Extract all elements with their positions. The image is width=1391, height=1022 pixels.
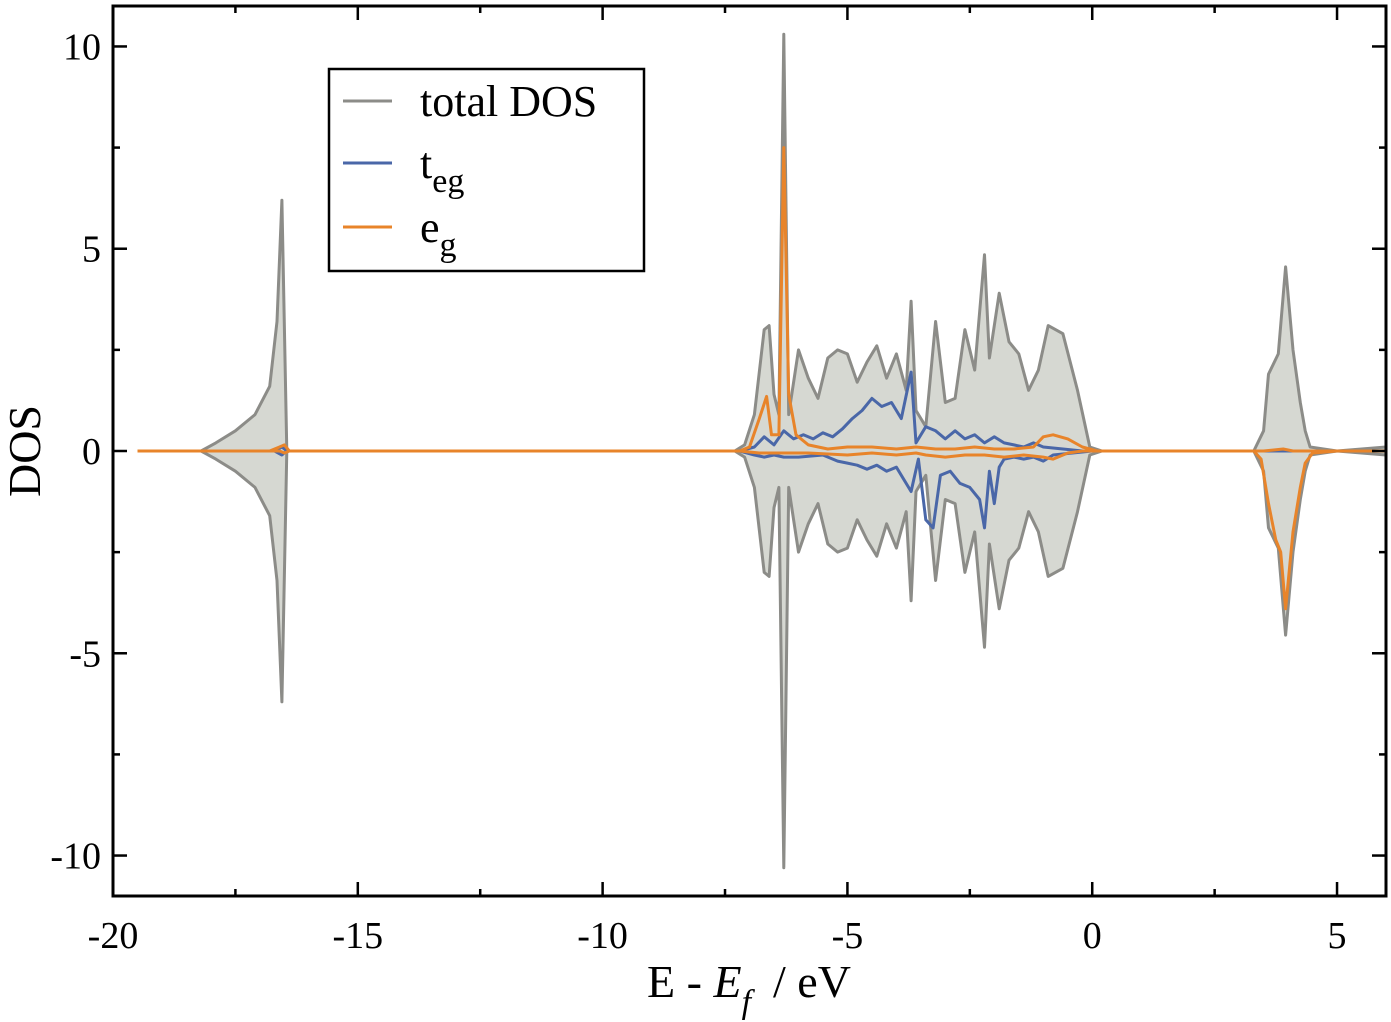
eg-line-up: [137, 146, 1386, 453]
y-tick-label: 5: [82, 229, 101, 271]
teg-line-up: [137, 370, 1386, 453]
plot-clip-group: [137, 32, 1386, 870]
y-tick-label: 0: [82, 431, 101, 473]
x-axis-title-unit: / eV: [773, 956, 851, 1007]
x-axis-title-main: E -: [647, 956, 713, 1007]
legend-label: teg: [420, 139, 464, 200]
x-tick-label: -20: [88, 915, 139, 957]
legend-label-main: total DOS: [420, 77, 597, 126]
legend-label-subscript: g: [440, 227, 457, 264]
x-tick-label: 0: [1083, 915, 1102, 957]
y-tick-label: -10: [50, 836, 101, 878]
legend-label: eg: [420, 203, 457, 264]
axes: -20 -15 -10 -5 0 5 -10 -5 0 5 10 DOS E - Ef / eV: [0, 4, 1388, 1021]
legend-label-main: e: [420, 203, 440, 252]
x-tick-label: -5: [832, 915, 864, 957]
x-axis-title-symbol: E: [712, 956, 741, 1007]
legend-label-main: t: [420, 139, 432, 188]
y-tick-label: -5: [69, 633, 101, 675]
plot-area: [137, 32, 1386, 870]
legend-label: total DOS: [420, 77, 597, 126]
teg-line-down: [137, 449, 1386, 530]
eg-line-down: [137, 449, 1386, 611]
legend-label-subscript: eg: [432, 163, 464, 200]
x-tick-label: -10: [577, 915, 628, 957]
total-dos-fill: [137, 34, 1386, 868]
x-tick-label: -15: [332, 915, 383, 957]
legend-box: [327, 67, 646, 273]
y-tick-label: 10: [63, 26, 101, 68]
x-tick-label: 5: [1328, 915, 1347, 957]
y-axis-title: DOS: [0, 405, 50, 497]
x-axis-title-subscript: f: [742, 984, 756, 1021]
x-axis-title: E - Ef / eV: [647, 956, 851, 1021]
